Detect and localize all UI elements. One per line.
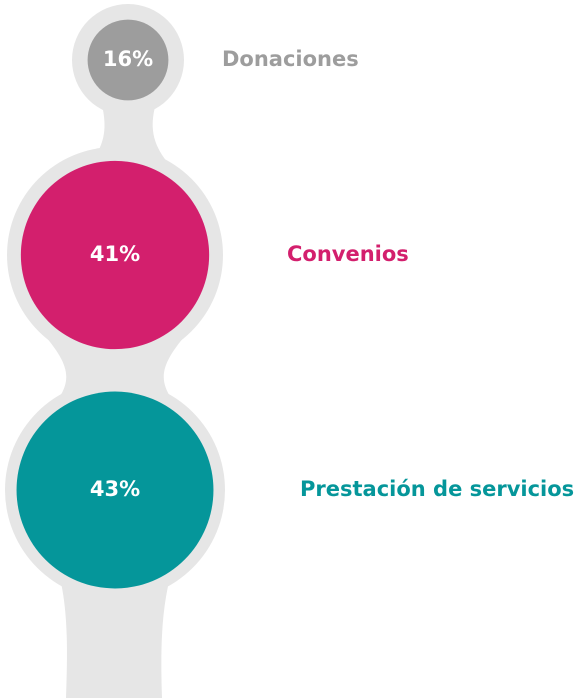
- value-label: 43%: [90, 477, 140, 501]
- background-shape: [5, 4, 225, 698]
- bubble: [16, 391, 214, 589]
- bubble: [87, 19, 169, 101]
- category-label: Prestación de servicios: [300, 477, 574, 501]
- value-label: 41%: [90, 242, 140, 266]
- category-label: Convenios: [287, 242, 409, 266]
- category-label: Donaciones: [222, 47, 359, 71]
- value-label: 16%: [103, 47, 153, 71]
- bubble: [20, 160, 210, 350]
